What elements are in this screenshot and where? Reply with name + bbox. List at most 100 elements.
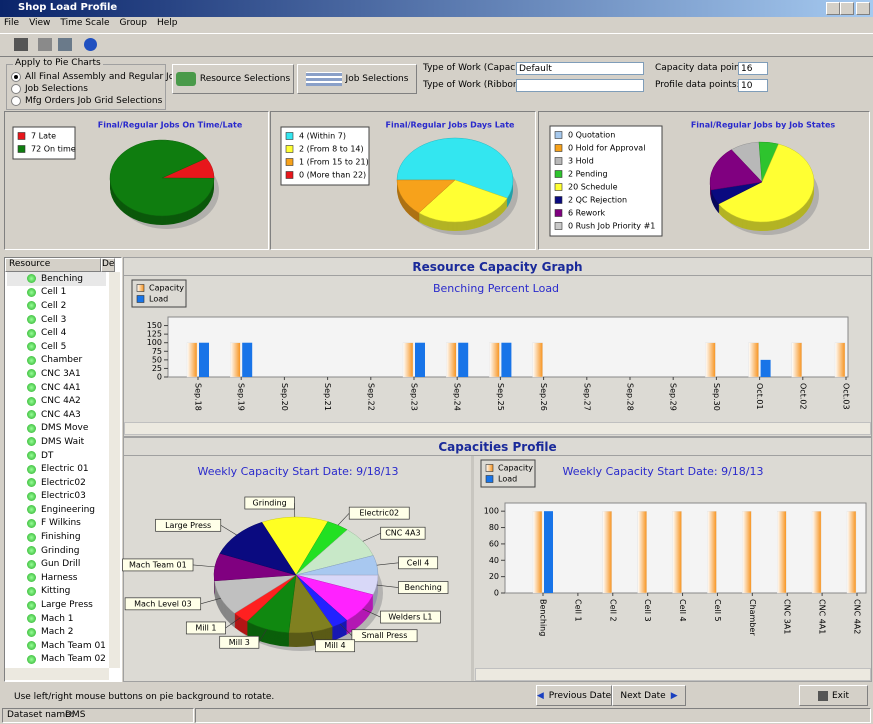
list-item[interactable]: Electric 01	[7, 462, 106, 476]
resource-name: Benching	[41, 273, 83, 284]
resource-name: Large Press	[41, 600, 93, 611]
resource-icon	[27, 383, 36, 393]
ribbon-work-combo[interactable]	[516, 79, 644, 92]
next-date-button[interactable]: Next Date ▶	[612, 685, 686, 706]
resource-icon	[27, 627, 36, 637]
scrollbar[interactable]	[475, 668, 871, 681]
list-item[interactable]: Chamber	[7, 354, 106, 368]
resource-icon	[27, 654, 36, 664]
menu-item[interactable]: Help	[156, 18, 178, 28]
list-item[interactable]: Large Press	[7, 598, 106, 612]
list-item[interactable]: Benching	[7, 272, 106, 286]
scrollbar[interactable]	[124, 422, 871, 435]
label: Type of Work (Ribbon):	[423, 80, 526, 90]
resource-name: Mach 2	[41, 627, 74, 638]
button-label: Previous Date	[548, 690, 612, 701]
toolbar-button[interactable]	[14, 38, 28, 51]
list-item[interactable]: CNC 4A3	[7, 408, 106, 422]
help-button[interactable]	[84, 38, 97, 51]
resource-selections-button[interactable]: Resource Selections	[172, 64, 294, 94]
resource-name: Cell 2	[41, 300, 67, 311]
icon	[305, 72, 342, 86]
list-item[interactable]: Mach Team 01	[7, 639, 106, 653]
resource-name: DMS Wait	[41, 436, 85, 447]
window-title: Shop Load Profile	[18, 2, 118, 13]
resource-name: Cell 5	[41, 341, 67, 352]
list-item[interactable]: CNC 4A2	[7, 394, 106, 408]
list-item[interactable]: Engineering	[7, 503, 106, 517]
title-bar: Shop Load Profile	[0, 0, 873, 17]
radio-option[interactable]: Job Selections	[11, 83, 185, 95]
profile-points-spinner[interactable]: 10	[738, 79, 768, 92]
menu-item[interactable]: View	[29, 18, 51, 28]
maximize-button[interactable]	[840, 2, 854, 15]
list-item[interactable]: Grinding	[7, 544, 106, 558]
minimize-button[interactable]	[826, 2, 840, 15]
list-item[interactable]: Cell 5	[7, 340, 106, 354]
arrow-icon: ▶	[670, 690, 678, 701]
list-item[interactable]: Gun Drill	[7, 557, 106, 571]
panel-title: Capacities Profile	[438, 440, 557, 454]
button-label: Resource Selections	[199, 74, 291, 84]
resource-icon	[27, 355, 36, 365]
list-item[interactable]: Electric02	[7, 476, 106, 490]
column-header[interactable]: Resource	[5, 258, 101, 272]
label: Type of Work (Capacity):	[423, 63, 534, 73]
list-item[interactable]: Electric03	[7, 490, 106, 504]
resource-icon	[27, 437, 36, 447]
resource-name: Mach 1	[41, 613, 74, 624]
resource-name: Gun Drill	[41, 559, 81, 570]
radio-option[interactable]: All Final Assembly and Regular Jobs	[11, 71, 185, 83]
scrollbar[interactable]	[109, 272, 120, 668]
list-item[interactable]: Cell 1	[7, 286, 106, 300]
list-item[interactable]: Mach 2	[7, 625, 106, 639]
capacity-points-spinner[interactable]: 16	[738, 62, 768, 75]
resource-icon	[27, 641, 36, 651]
list-item[interactable]: CNC 3A1	[7, 367, 106, 381]
spinner-value: 16	[741, 64, 753, 74]
job-selections-button[interactable]: Job Selections	[297, 64, 417, 94]
icon	[175, 72, 196, 86]
radio-label: Job Selections	[25, 84, 88, 94]
spinner-value: 10	[741, 81, 753, 91]
toolbar-button[interactable]	[38, 38, 52, 51]
list-item[interactable]: DT	[7, 449, 106, 463]
menu-item[interactable]: Group	[119, 18, 147, 28]
menu-item[interactable]: Time Scale	[60, 18, 110, 28]
radio-option[interactable]: Mfg Orders Job Grid Selections	[11, 95, 185, 107]
close-button[interactable]	[856, 2, 870, 15]
list-item[interactable]: DMS Move	[7, 422, 106, 436]
list-item[interactable]: F Wilkins	[7, 517, 106, 531]
list-item[interactable]: DMS Wait	[7, 435, 106, 449]
menu-item[interactable]: File	[4, 18, 20, 28]
resource-icon	[27, 586, 36, 596]
resource-icon	[27, 464, 36, 474]
list-item[interactable]: Mach 1	[7, 612, 106, 626]
toolbar-button[interactable]	[58, 38, 72, 51]
resource-name: Electric03	[41, 491, 86, 502]
resource-name: Mach Team 02	[41, 654, 106, 665]
exit-button[interactable]: Exit	[799, 685, 868, 706]
column-header[interactable]: Desc	[101, 258, 115, 272]
list-item[interactable]: Cell 2	[7, 299, 106, 313]
divider	[124, 275, 871, 276]
splitter[interactable]	[471, 456, 474, 681]
resource-name: Harness	[41, 572, 78, 583]
list-item[interactable]: Kitting	[7, 585, 106, 599]
capacities-profile-panel: Capacities Profile	[123, 437, 872, 682]
list-item[interactable]: CNC 4A1	[7, 381, 106, 395]
previous-date-button[interactable]: ◀ Previous Date	[536, 685, 612, 706]
list-item[interactable]: Finishing	[7, 530, 106, 544]
list-item[interactable]: Cell 3	[7, 313, 106, 327]
radio-label: All Final Assembly and Regular Jobs	[25, 72, 185, 82]
resource-name: Finishing	[41, 532, 81, 543]
list-item[interactable]: Cell 4	[7, 326, 106, 340]
capacity-work-combo[interactable]: Default	[516, 62, 644, 75]
resource-name: Cell 1	[41, 287, 67, 298]
list-item[interactable]: Mach Team 02	[7, 653, 106, 667]
combo-value: Default	[519, 64, 552, 74]
scrollbar[interactable]	[5, 668, 109, 680]
capacity-graph-panel: Resource Capacity Graph	[123, 257, 872, 437]
resource-icon	[27, 315, 36, 325]
list-item[interactable]: Harness	[7, 571, 106, 585]
